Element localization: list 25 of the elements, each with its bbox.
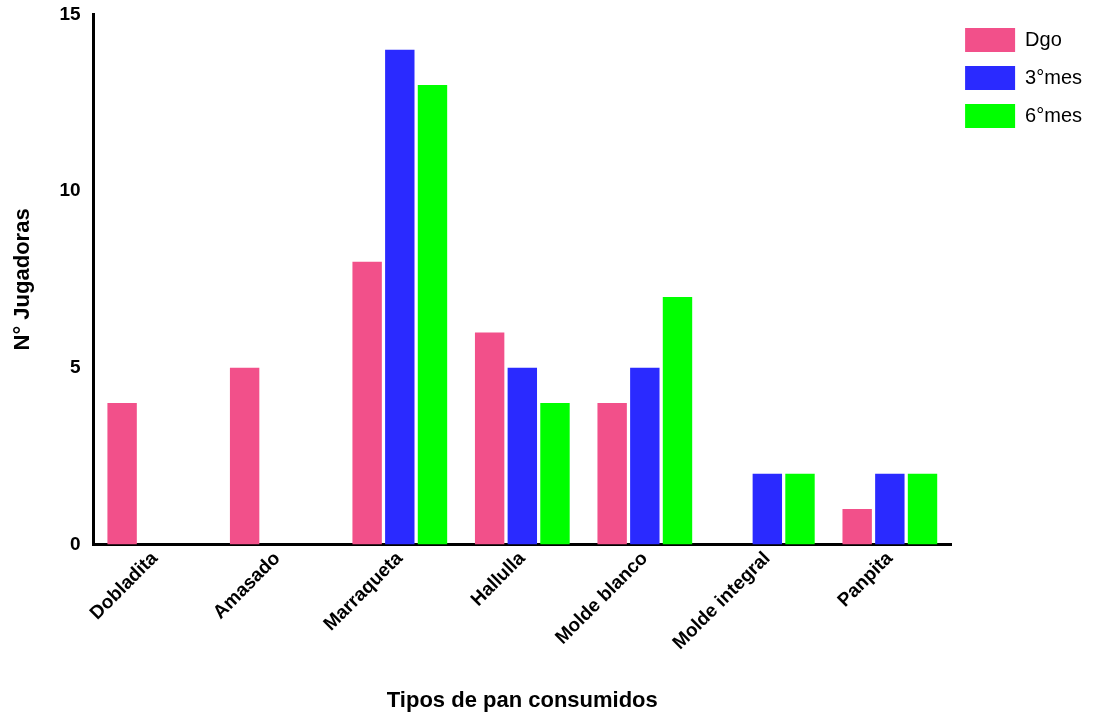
bar xyxy=(662,297,693,545)
bar xyxy=(752,473,783,545)
bar xyxy=(597,403,627,545)
x-axis-title: Tipos de pan consumidos xyxy=(386,686,658,712)
bar xyxy=(385,49,415,545)
legend-label: 3°mes xyxy=(1025,65,1082,88)
bar xyxy=(540,403,570,545)
bar xyxy=(875,473,905,545)
bar xyxy=(352,261,382,545)
bar xyxy=(507,367,538,545)
bar xyxy=(474,332,505,545)
y-tick-label: 5 xyxy=(69,355,81,377)
y-axis-title: N° Jugadoras xyxy=(9,208,35,351)
bar xyxy=(229,367,260,545)
bar xyxy=(630,367,660,545)
legend-label: 6°mes xyxy=(1025,103,1082,126)
bar xyxy=(417,85,448,545)
bar xyxy=(785,473,815,545)
y-tick-label: 15 xyxy=(59,2,81,24)
bar xyxy=(907,473,938,545)
y-tick-label: 10 xyxy=(59,179,81,201)
bar xyxy=(842,509,872,545)
bar xyxy=(107,403,137,545)
legend-label: Dgo xyxy=(1025,27,1062,50)
y-tick-label: 0 xyxy=(69,532,81,554)
